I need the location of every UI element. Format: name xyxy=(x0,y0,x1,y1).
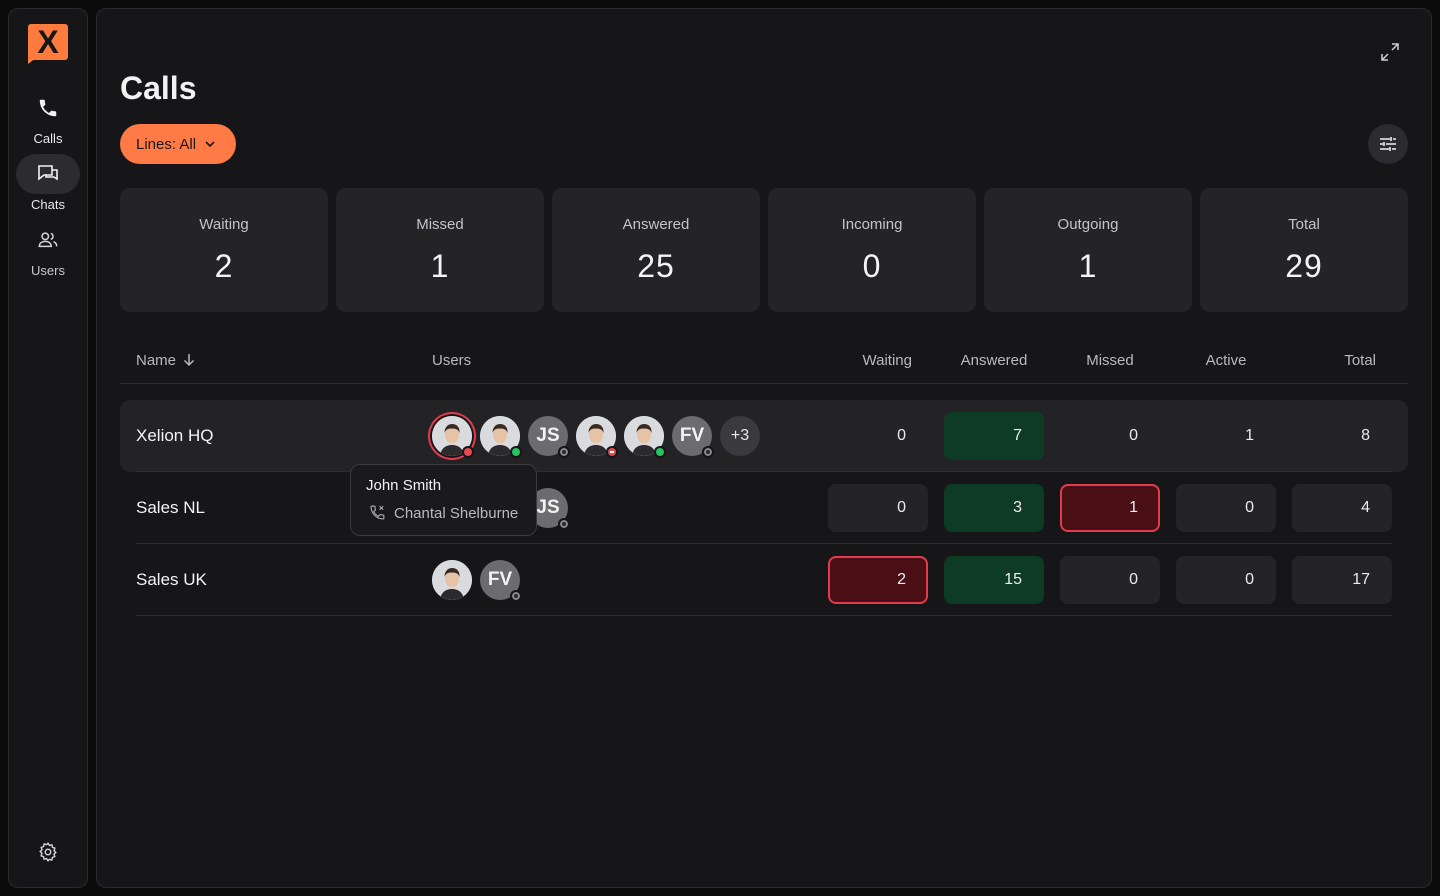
avatar-photo xyxy=(432,560,472,600)
user-avatar[interactable] xyxy=(576,416,618,458)
call-icon xyxy=(369,504,387,522)
users-svg xyxy=(38,232,58,248)
line-name[interactable]: Sales UK xyxy=(136,570,207,589)
count-cell: 1 xyxy=(1176,412,1276,460)
tooltip-call: Chantal Shelburne xyxy=(394,505,519,522)
status-dot xyxy=(510,446,522,458)
stat-label: Answered xyxy=(622,216,690,233)
column-header[interactable]: Name xyxy=(136,352,177,369)
column-header: Total xyxy=(1344,352,1376,369)
user-avatar[interactable] xyxy=(624,416,666,458)
line-name[interactable]: Sales NL xyxy=(136,498,205,517)
count-cell: 4 xyxy=(1292,484,1392,532)
stat-card: Missed 1 xyxy=(336,188,544,312)
calls-icon[interactable] xyxy=(16,88,80,128)
status-dot xyxy=(558,446,570,458)
status-dot xyxy=(606,446,618,458)
sliders-icon xyxy=(1380,137,1396,151)
count-cell: 8 xyxy=(1292,412,1392,460)
status-dot xyxy=(558,518,570,530)
user-avatar[interactable]: FV xyxy=(672,416,714,458)
tooltip-name: John Smith xyxy=(366,477,442,494)
count-cell: 0 xyxy=(1176,556,1276,604)
stat-card: Total 29 xyxy=(1200,188,1408,312)
nav-label[interactable]: Chats xyxy=(31,197,65,212)
stat-value: 25 xyxy=(637,248,675,284)
expand-icon xyxy=(1381,43,1399,61)
stat-card: Waiting 2 xyxy=(120,188,328,312)
avatar-photo xyxy=(576,416,616,456)
nav-label[interactable]: Calls xyxy=(33,131,63,146)
chats-icon[interactable] xyxy=(16,154,80,194)
phone-icon xyxy=(39,99,57,117)
dnd-bar xyxy=(610,451,614,453)
users-icon[interactable] xyxy=(16,220,80,260)
line-name[interactable]: Xelion HQ xyxy=(136,426,214,445)
count-cell: 3 xyxy=(944,484,1044,532)
count-cell: 0 xyxy=(828,484,928,532)
row-divider xyxy=(136,471,1392,472)
page-title: Calls xyxy=(120,70,197,106)
status-dot xyxy=(462,446,474,458)
stat-value: 2 xyxy=(214,248,234,284)
count-cell: 1 xyxy=(1060,484,1160,532)
stat-card: Incoming 0 xyxy=(768,188,976,312)
column-header: Missed xyxy=(1086,352,1134,369)
count-cell: 0 xyxy=(1176,484,1276,532)
status-dot xyxy=(702,446,714,458)
stat-label: Outgoing xyxy=(1057,216,1119,233)
chat-icon xyxy=(38,165,58,181)
user-avatar[interactable]: FV xyxy=(480,560,522,602)
avatar-photo xyxy=(432,416,472,456)
user-tooltip: John Smith Chantal Shelburne xyxy=(350,464,537,536)
expand-button[interactable] xyxy=(1380,42,1400,67)
stat-value: 0 xyxy=(862,248,882,284)
stat-card: Outgoing 1 xyxy=(984,188,1192,312)
status-dot xyxy=(510,590,522,602)
count-cell: 15 xyxy=(944,556,1044,604)
count-cell: 0 xyxy=(1060,556,1160,604)
filter-label: Lines: All xyxy=(136,135,197,153)
count-cell: 0 xyxy=(828,412,928,460)
column-header: Users xyxy=(432,352,472,369)
count-cell: 7 xyxy=(944,412,1044,460)
row-divider xyxy=(136,543,1392,544)
count-cell: 17 xyxy=(1292,556,1392,604)
stat-value: 1 xyxy=(430,248,450,284)
stat-value: 29 xyxy=(1285,248,1323,284)
user-avatar[interactable] xyxy=(480,416,522,458)
more-users[interactable]: +3 xyxy=(720,416,760,456)
user-avatar[interactable]: JS xyxy=(528,416,570,458)
column-header: Answered xyxy=(960,352,1028,369)
column-header: Active xyxy=(1205,352,1247,369)
stat-label: Total xyxy=(1288,216,1320,233)
row-divider xyxy=(136,615,1392,616)
count-cell: 0 xyxy=(1060,412,1160,460)
user-avatar[interactable] xyxy=(432,416,474,458)
logo[interactable]: X xyxy=(28,24,68,60)
nav-label[interactable]: Users xyxy=(31,263,65,278)
stat-value: 1 xyxy=(1078,248,1098,284)
stat-label: Missed xyxy=(416,216,464,233)
stat-card: Answered 25 xyxy=(552,188,760,312)
logo-tail xyxy=(28,58,36,64)
sort-arrow xyxy=(183,354,195,367)
count-cell: 2 xyxy=(828,556,928,604)
gear-icon xyxy=(39,842,57,862)
status-dot xyxy=(654,446,666,458)
header-divider xyxy=(120,383,1408,384)
filter-settings-button[interactable] xyxy=(1368,124,1408,164)
chevron xyxy=(205,141,215,148)
settings-button[interactable] xyxy=(37,841,59,868)
stat-label: Waiting xyxy=(199,216,249,233)
user-avatar[interactable] xyxy=(432,560,472,600)
stat-label: Incoming xyxy=(841,216,903,233)
lines-filter[interactable]: Lines: All xyxy=(120,124,236,164)
column-header: Waiting xyxy=(862,352,912,369)
